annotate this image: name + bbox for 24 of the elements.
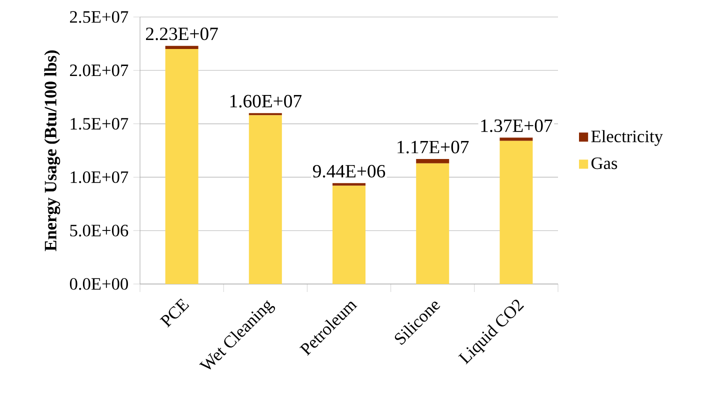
bar: [165, 46, 198, 50]
bar: [416, 163, 450, 284]
bar: [332, 186, 366, 284]
bar: [416, 159, 450, 164]
total-label: 1.60E+07: [230, 94, 302, 108]
bar: [500, 140, 533, 284]
y-axis-title: Energy Usage (Btu/100 lbs): [44, 50, 60, 252]
y-tick-label: 0.0E+00: [70, 278, 128, 290]
total-label: 1.17E+07: [398, 140, 469, 154]
legend-label: Gas: [591, 157, 618, 170]
y-tick-label: 1.0E+07: [70, 171, 128, 184]
legend-label: Electricity: [591, 130, 663, 146]
bar: [248, 115, 282, 284]
y-tick-label: 1.5E+07: [70, 118, 128, 130]
total-label: 1.37E+07: [481, 119, 552, 132]
total-label: 2.23E+07: [146, 28, 218, 40]
x-tick-label: PCE: [160, 298, 190, 328]
y-tick-label: 5.0E+06: [70, 224, 128, 236]
bar: [165, 49, 198, 284]
bar: [332, 183, 366, 186]
total-label: 9.44E+06: [312, 164, 386, 178]
y-tick-label: 2.5E+07: [70, 11, 128, 23]
bar: [500, 138, 533, 141]
y-tick-label: 2.0E+07: [70, 64, 128, 76]
